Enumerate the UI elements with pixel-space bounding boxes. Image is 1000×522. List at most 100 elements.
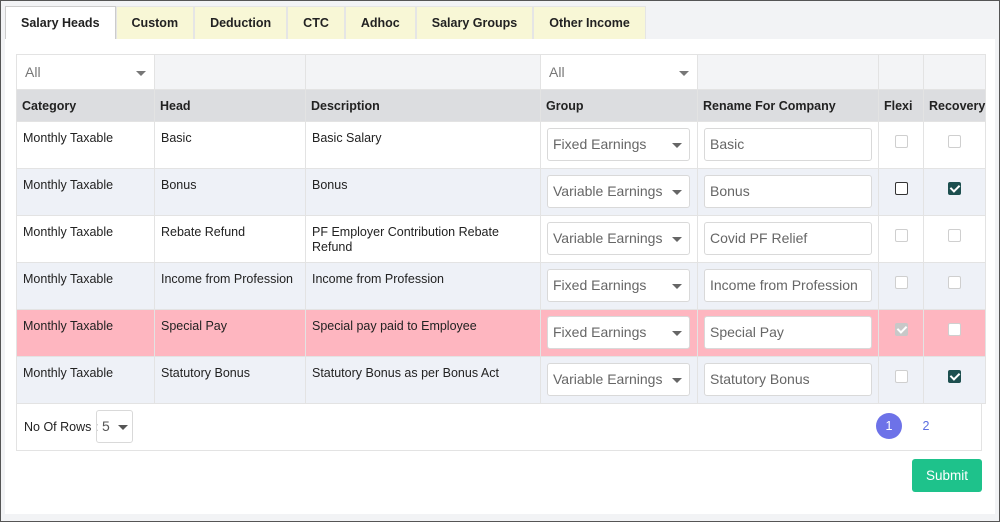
rename-cell: Special Pay	[697, 309, 879, 357]
column-header: Recovery	[922, 89, 987, 122]
recovery-cell	[922, 121, 987, 169]
tab[interactable]: Other Income	[533, 6, 646, 39]
head: Statutory Bonus	[161, 366, 250, 380]
description-cell: PF Employer Contribution Rebate Refund	[305, 215, 541, 263]
description-cell: Bonus	[305, 168, 541, 216]
category: Monthly Taxable	[23, 366, 114, 380]
flexi-cell	[878, 356, 924, 404]
flexi-cell	[878, 121, 924, 169]
category: Monthly Taxable	[23, 225, 114, 239]
table-row: Monthly Taxable Bonus Bonus Variable Earnin…	[16, 168, 987, 216]
tab[interactable]: Salary Heads	[5, 6, 116, 39]
table-row: Monthly Taxable Basic Basic Salary Fixed Ea…	[16, 121, 987, 169]
column-header: Description	[305, 89, 541, 122]
group-select[interactable]: Fixed Earnings	[547, 269, 690, 302]
rename-cell: Bonus	[697, 168, 879, 216]
rename-input[interactable]: Covid PF Relief	[704, 222, 872, 255]
description: Special pay paid to Employee	[312, 319, 477, 333]
filter-cell	[878, 54, 924, 90]
description: Income from Profession	[312, 272, 444, 286]
description: Bonus	[312, 178, 348, 192]
column-header: Category	[16, 89, 155, 122]
rename-input[interactable]: Basic	[704, 128, 872, 161]
table-footer: No Of Rows : 5 1 2	[16, 404, 982, 451]
recovery-checkbox	[948, 276, 962, 289]
description-cell: Statutory Bonus as per Bonus Act	[305, 356, 541, 404]
recovery-cell	[922, 262, 987, 310]
salary-heads-table: All All Category Head Description Group Rename…	[16, 54, 987, 404]
tab[interactable]: Custom	[115, 6, 195, 39]
recovery-checkbox[interactable]	[948, 370, 962, 383]
tab[interactable]: Adhoc	[344, 6, 416, 39]
rename-cell: Statutory Bonus	[697, 356, 879, 404]
column-header: Rename For Company	[697, 89, 879, 122]
head: Basic	[161, 131, 192, 145]
group-select[interactable]: Variable Earnings	[547, 222, 690, 255]
head-cell: Rebate Refund	[154, 215, 306, 263]
category: Monthly Taxable	[23, 131, 114, 145]
group-select[interactable]: Fixed Earnings	[547, 128, 690, 161]
page-button[interactable]: 1	[876, 413, 902, 439]
table-row: Monthly Taxable Statutory Bonus Statutory …	[16, 356, 987, 404]
head: Special Pay	[161, 319, 228, 333]
head-cell: Special Pay	[154, 309, 306, 357]
tab[interactable]: CTC	[287, 6, 345, 39]
flexi-checkbox	[894, 323, 908, 336]
flexi-checkbox	[894, 135, 908, 148]
filter-cell	[697, 54, 879, 90]
filter-select[interactable]: All	[17, 56, 154, 89]
head-cell: Statutory Bonus	[154, 356, 306, 404]
column-header: Head	[154, 89, 306, 122]
category-cell: Monthly Taxable	[16, 121, 155, 169]
category-cell: Monthly Taxable	[16, 356, 155, 404]
filter-cell	[305, 54, 541, 90]
filter-select[interactable]: All	[541, 56, 697, 89]
group-cell: Variable Earnings	[540, 215, 698, 263]
rows-label: No Of Rows :	[24, 420, 99, 434]
rename-input[interactable]: Special Pay	[704, 316, 872, 349]
description-cell: Income from Profession	[305, 262, 541, 310]
rename-cell: Basic	[697, 121, 879, 169]
category-cell: Monthly Taxable	[16, 309, 155, 357]
category-cell: Monthly Taxable	[16, 168, 155, 216]
flexi-checkbox[interactable]	[894, 182, 908, 195]
recovery-checkbox	[948, 135, 962, 148]
group-cell: Variable Earnings	[540, 168, 698, 216]
group-select[interactable]: Variable Earnings	[547, 363, 690, 396]
filter-cell: All	[540, 54, 698, 90]
table-row: Monthly Taxable Income from Profession Inc…	[16, 262, 987, 310]
rename-input[interactable]: Statutory Bonus	[704, 363, 872, 396]
recovery-cell	[922, 168, 987, 216]
recovery-checkbox[interactable]	[948, 182, 962, 195]
submit-button[interactable]: Submit	[912, 459, 982, 492]
filter-cell	[922, 54, 987, 90]
page-button[interactable]: 2	[922, 419, 930, 433]
table-row: Monthly Taxable Rebate Refund PF Employer …	[16, 215, 987, 263]
rename-cell: Covid PF Relief	[697, 215, 879, 263]
head-cell: Bonus	[154, 168, 306, 216]
group-cell: Fixed Earnings	[540, 262, 698, 310]
group-cell: Fixed Earnings	[540, 121, 698, 169]
flexi-checkbox	[894, 229, 908, 242]
flexi-cell	[878, 309, 924, 357]
rename-input[interactable]: Income from Profession	[704, 269, 872, 302]
description: PF Employer Contribution Rebate Refund	[312, 225, 499, 254]
filter-row: All All	[16, 54, 987, 90]
category-cell: Monthly Taxable	[16, 262, 155, 310]
tab[interactable]: Deduction	[194, 6, 288, 39]
group-cell: Variable Earnings	[540, 356, 698, 404]
group-select[interactable]: Variable Earnings	[547, 175, 690, 208]
flexi-cell	[878, 215, 924, 263]
table-row: Monthly Taxable Special Pay Special pay pa…	[16, 309, 987, 357]
tab[interactable]: Salary Groups	[415, 6, 534, 39]
head-cell: Basic	[154, 121, 306, 169]
rename-cell: Income from Profession	[697, 262, 879, 310]
rename-input[interactable]: Bonus	[704, 175, 872, 208]
group-select[interactable]: Fixed Earnings	[547, 316, 690, 349]
recovery-checkbox	[948, 323, 962, 336]
description: Basic Salary	[312, 131, 382, 145]
head: Income from Profession	[161, 272, 293, 286]
recovery-cell	[922, 356, 987, 404]
rows-per-page-select[interactable]: 5	[96, 410, 133, 443]
flexi-cell	[878, 168, 924, 216]
